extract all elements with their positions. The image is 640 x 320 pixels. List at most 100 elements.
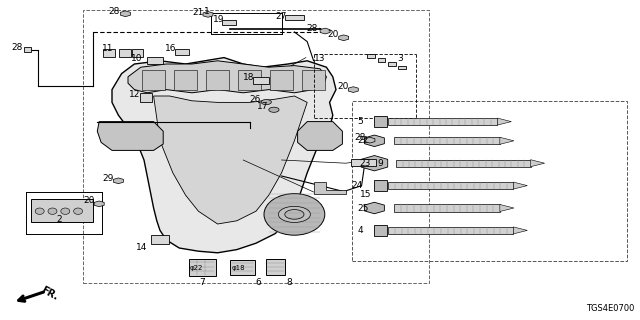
Text: 20: 20 bbox=[337, 82, 349, 91]
Ellipse shape bbox=[61, 208, 70, 214]
Bar bbox=[206, 70, 229, 90]
Polygon shape bbox=[94, 201, 104, 207]
Bar bbox=[374, 116, 387, 127]
Polygon shape bbox=[364, 135, 385, 147]
Bar bbox=[388, 182, 513, 189]
Bar bbox=[396, 160, 531, 167]
Polygon shape bbox=[112, 58, 336, 253]
Text: 8: 8 bbox=[286, 278, 292, 287]
Bar bbox=[253, 77, 269, 84]
Bar bbox=[140, 93, 152, 102]
Bar bbox=[374, 225, 387, 236]
Bar bbox=[174, 70, 197, 90]
Ellipse shape bbox=[74, 208, 83, 214]
Text: 28: 28 bbox=[11, 43, 22, 52]
Polygon shape bbox=[361, 156, 388, 171]
Text: 11: 11 bbox=[102, 44, 114, 53]
Text: 28: 28 bbox=[108, 7, 120, 16]
Bar bbox=[151, 235, 169, 244]
Text: 10: 10 bbox=[131, 54, 142, 63]
Bar bbox=[270, 70, 293, 90]
Bar bbox=[103, 49, 115, 57]
Polygon shape bbox=[348, 87, 358, 92]
Polygon shape bbox=[314, 182, 346, 194]
Polygon shape bbox=[513, 227, 527, 234]
Circle shape bbox=[261, 100, 271, 105]
Text: 26: 26 bbox=[250, 95, 261, 104]
Polygon shape bbox=[531, 160, 545, 167]
Text: 19: 19 bbox=[212, 15, 224, 24]
Text: 28: 28 bbox=[354, 133, 365, 142]
Bar bbox=[132, 49, 143, 57]
Bar bbox=[238, 70, 261, 90]
Bar bbox=[285, 15, 304, 20]
Text: 6: 6 bbox=[255, 278, 261, 287]
Polygon shape bbox=[113, 178, 124, 184]
Circle shape bbox=[269, 107, 279, 112]
Polygon shape bbox=[97, 122, 163, 150]
Ellipse shape bbox=[35, 208, 44, 214]
Polygon shape bbox=[364, 202, 385, 214]
Bar bbox=[394, 137, 500, 144]
Text: 28: 28 bbox=[307, 24, 318, 33]
Text: 22: 22 bbox=[357, 136, 369, 145]
Text: 24: 24 bbox=[351, 181, 363, 190]
Ellipse shape bbox=[264, 194, 325, 235]
Bar bbox=[367, 54, 375, 58]
Ellipse shape bbox=[48, 208, 57, 214]
Text: 27: 27 bbox=[275, 12, 287, 20]
Text: 7: 7 bbox=[200, 278, 205, 287]
Bar bbox=[31, 199, 93, 222]
Polygon shape bbox=[298, 122, 342, 150]
Bar bbox=[302, 70, 325, 90]
Polygon shape bbox=[320, 28, 330, 34]
Polygon shape bbox=[128, 61, 326, 93]
Text: 16: 16 bbox=[164, 44, 176, 53]
Text: 17: 17 bbox=[257, 102, 269, 111]
Polygon shape bbox=[365, 137, 375, 143]
Bar bbox=[378, 58, 385, 62]
Polygon shape bbox=[120, 11, 131, 17]
Bar bbox=[24, 47, 31, 52]
Text: 20: 20 bbox=[328, 30, 339, 39]
Polygon shape bbox=[203, 12, 213, 17]
Text: φ22: φ22 bbox=[190, 265, 204, 271]
Text: 9: 9 bbox=[378, 159, 383, 168]
Text: 1: 1 bbox=[204, 7, 209, 16]
Bar bbox=[388, 118, 497, 125]
Text: 5: 5 bbox=[357, 117, 363, 126]
Text: 3: 3 bbox=[397, 54, 403, 63]
Bar bbox=[142, 70, 165, 90]
Bar bbox=[394, 204, 500, 212]
Text: φ18: φ18 bbox=[232, 265, 245, 271]
Text: 21: 21 bbox=[192, 8, 204, 17]
Bar bbox=[189, 259, 216, 276]
Text: FR.: FR. bbox=[40, 285, 60, 302]
Bar bbox=[222, 20, 236, 25]
Polygon shape bbox=[500, 204, 514, 212]
Bar bbox=[83, 10, 429, 283]
Bar bbox=[374, 180, 387, 191]
Polygon shape bbox=[500, 137, 514, 144]
Text: TGS4E0700: TGS4E0700 bbox=[586, 304, 635, 313]
Bar bbox=[230, 260, 255, 275]
Text: 25: 25 bbox=[357, 204, 369, 212]
Bar bbox=[147, 57, 163, 64]
Bar bbox=[119, 49, 131, 57]
Text: 23: 23 bbox=[359, 159, 371, 168]
Polygon shape bbox=[339, 35, 349, 41]
Text: 15: 15 bbox=[360, 190, 372, 199]
Text: 4: 4 bbox=[357, 226, 363, 235]
Bar bbox=[351, 159, 376, 166]
Bar bbox=[388, 62, 396, 66]
Bar bbox=[398, 66, 406, 69]
Text: 29: 29 bbox=[102, 174, 114, 183]
Text: 14: 14 bbox=[136, 243, 147, 252]
Text: 20: 20 bbox=[83, 196, 95, 205]
Polygon shape bbox=[513, 182, 527, 189]
Polygon shape bbox=[497, 118, 511, 125]
Bar bbox=[266, 259, 285, 275]
Bar bbox=[175, 49, 189, 55]
Text: 13: 13 bbox=[314, 54, 325, 63]
Text: 2: 2 bbox=[56, 215, 61, 224]
